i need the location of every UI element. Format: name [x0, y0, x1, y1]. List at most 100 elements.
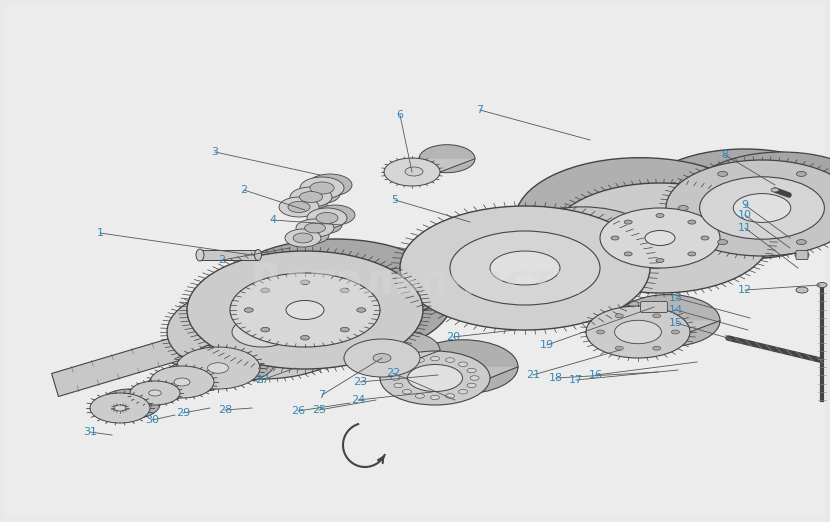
Ellipse shape	[394, 383, 403, 388]
Ellipse shape	[315, 205, 355, 225]
Ellipse shape	[340, 327, 349, 332]
Ellipse shape	[450, 231, 600, 305]
Text: 18: 18	[549, 373, 563, 383]
Ellipse shape	[458, 362, 467, 366]
Text: 30: 30	[145, 415, 159, 425]
Ellipse shape	[255, 250, 261, 260]
Ellipse shape	[470, 376, 479, 380]
Ellipse shape	[796, 240, 807, 245]
Ellipse shape	[458, 389, 467, 394]
Ellipse shape	[795, 252, 809, 258]
Ellipse shape	[114, 405, 126, 411]
Text: 12: 12	[738, 285, 752, 295]
Ellipse shape	[597, 330, 604, 334]
Text: 7: 7	[319, 390, 325, 400]
Polygon shape	[187, 298, 453, 310]
Ellipse shape	[187, 277, 377, 371]
Ellipse shape	[394, 369, 403, 373]
Text: 21: 21	[526, 370, 540, 380]
Text: 14: 14	[669, 305, 683, 315]
Text: 24: 24	[351, 395, 365, 405]
Ellipse shape	[678, 206, 688, 210]
Ellipse shape	[817, 282, 827, 288]
Ellipse shape	[130, 381, 180, 405]
Ellipse shape	[300, 192, 323, 203]
Text: 4: 4	[270, 215, 276, 225]
Ellipse shape	[467, 369, 476, 373]
Ellipse shape	[150, 366, 214, 398]
FancyBboxPatch shape	[641, 302, 667, 313]
Ellipse shape	[100, 389, 160, 419]
Ellipse shape	[244, 308, 253, 312]
Ellipse shape	[796, 171, 807, 176]
Text: 17: 17	[569, 375, 583, 385]
Ellipse shape	[408, 364, 462, 392]
Ellipse shape	[615, 314, 623, 318]
Ellipse shape	[700, 177, 824, 239]
Ellipse shape	[298, 184, 340, 204]
Ellipse shape	[615, 346, 623, 350]
Ellipse shape	[174, 378, 190, 386]
Ellipse shape	[403, 362, 412, 366]
Ellipse shape	[165, 360, 229, 392]
Ellipse shape	[718, 171, 728, 176]
Ellipse shape	[308, 174, 352, 196]
Polygon shape	[666, 200, 830, 208]
Ellipse shape	[300, 336, 310, 340]
Polygon shape	[344, 350, 440, 358]
Ellipse shape	[340, 288, 349, 293]
Text: 23: 23	[353, 377, 367, 387]
Ellipse shape	[287, 194, 327, 214]
Ellipse shape	[507, 207, 657, 281]
Ellipse shape	[307, 208, 347, 228]
Ellipse shape	[217, 239, 453, 357]
Ellipse shape	[415, 394, 424, 398]
Ellipse shape	[688, 252, 696, 256]
Ellipse shape	[288, 201, 310, 212]
Ellipse shape	[300, 177, 344, 199]
Polygon shape	[51, 163, 764, 397]
Ellipse shape	[701, 236, 709, 240]
Ellipse shape	[380, 351, 490, 405]
Ellipse shape	[261, 288, 270, 293]
Ellipse shape	[467, 383, 476, 388]
Ellipse shape	[431, 395, 440, 400]
Ellipse shape	[391, 376, 400, 380]
Ellipse shape	[419, 145, 475, 173]
Ellipse shape	[688, 220, 696, 224]
Ellipse shape	[344, 339, 420, 377]
Ellipse shape	[733, 194, 791, 222]
Ellipse shape	[145, 375, 195, 399]
Text: 26: 26	[291, 406, 305, 416]
Ellipse shape	[490, 251, 560, 285]
Ellipse shape	[230, 273, 380, 347]
Ellipse shape	[290, 187, 332, 207]
Text: 3: 3	[212, 147, 218, 157]
Ellipse shape	[600, 208, 720, 268]
Ellipse shape	[652, 314, 661, 318]
Ellipse shape	[293, 226, 329, 244]
Ellipse shape	[446, 358, 455, 362]
Ellipse shape	[624, 220, 632, 224]
Ellipse shape	[304, 216, 342, 234]
Ellipse shape	[293, 233, 313, 243]
Text: 2: 2	[218, 255, 226, 265]
Ellipse shape	[403, 389, 412, 394]
Text: 20: 20	[446, 332, 460, 342]
FancyBboxPatch shape	[5, 5, 825, 517]
Text: 19: 19	[540, 340, 554, 350]
Text: 15: 15	[669, 318, 683, 328]
Text: 2: 2	[241, 185, 247, 195]
Text: 28: 28	[218, 405, 232, 415]
Text: 1: 1	[96, 228, 104, 238]
Text: Детальпчасти: Детальпчасти	[247, 261, 583, 303]
Text: 25: 25	[312, 405, 326, 415]
FancyBboxPatch shape	[796, 251, 808, 259]
Ellipse shape	[624, 252, 632, 256]
Polygon shape	[380, 367, 518, 378]
Polygon shape	[586, 321, 720, 332]
Ellipse shape	[187, 251, 423, 369]
Ellipse shape	[408, 340, 518, 394]
Text: 5: 5	[392, 195, 398, 205]
Text: 16: 16	[589, 370, 603, 380]
